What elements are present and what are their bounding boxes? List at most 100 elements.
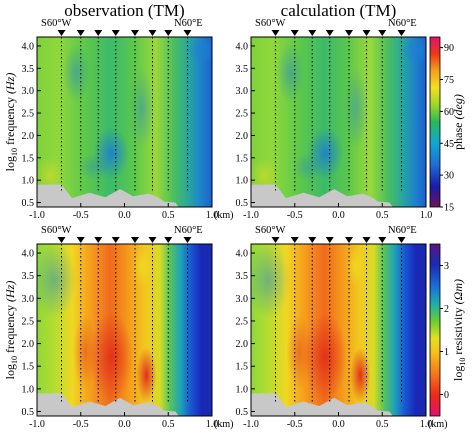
x-tick-label: 0.5 xyxy=(376,210,389,221)
colorbar-tick-label: 45 xyxy=(444,139,454,150)
y-tick-label: 2.5 xyxy=(22,109,35,120)
y-tick-label: 3.0 xyxy=(236,86,249,97)
x-tick-label: -1.0 xyxy=(243,419,259,430)
colorbar-tick-label: 30 xyxy=(444,171,454,182)
y-tick-label: 2.0 xyxy=(236,131,249,142)
station-marker xyxy=(397,30,406,36)
y-tick-label: 3.5 xyxy=(22,64,35,75)
panel-title: observation (TM) xyxy=(64,1,184,20)
station-marker xyxy=(183,30,192,36)
res-lobe xyxy=(136,347,157,404)
y-tick-label: 3.5 xyxy=(236,64,249,75)
station-marker xyxy=(164,30,173,36)
station-marker xyxy=(378,30,387,36)
station-marker xyxy=(111,30,120,36)
colorbar-tick-label: 90 xyxy=(444,43,454,54)
end-label-left: S60°W xyxy=(41,225,72,236)
panel-3: S60°W N60°E 0.5 1.0 1.5 2.0 2.5 3.0 3.5 4.0 -1.0 -0… xyxy=(3,225,233,430)
colorbar-strip xyxy=(429,243,441,417)
res-lobe xyxy=(89,312,134,403)
terrain xyxy=(251,393,393,416)
station-marker xyxy=(397,237,406,243)
station-marker xyxy=(271,237,280,243)
phase-lobe xyxy=(130,68,154,149)
res-lobe xyxy=(350,347,371,404)
station-marker xyxy=(378,237,387,243)
station-marker xyxy=(362,30,371,36)
station-marker xyxy=(111,237,120,243)
x-tick-label: -0.5 xyxy=(287,210,303,221)
y-tick-label: 1.0 xyxy=(236,384,249,395)
end-label-left: S60°W xyxy=(255,18,286,29)
terrain xyxy=(37,393,179,416)
y-tick-label: 2.0 xyxy=(236,339,249,350)
colorbar-label: log10 resistivity (Ωm) xyxy=(451,279,467,381)
end-label-right: N60°E xyxy=(388,225,417,236)
end-label-right: N60°E xyxy=(388,18,417,29)
end-label-left: S60°W xyxy=(41,18,72,29)
station-marker xyxy=(345,30,353,36)
x-tick-label: 1.0 xyxy=(206,419,219,430)
end-label-left: S60°W xyxy=(255,225,286,236)
end-label-right: N60°E xyxy=(174,18,203,29)
station-marker xyxy=(164,237,173,243)
phase-colorbar: 15 30 45 60 75 90 phase (deg) xyxy=(429,36,465,214)
y-tick-label: 0.5 xyxy=(236,407,249,418)
y-axis-label: log10 frequency (Hz) xyxy=(3,281,19,380)
station-marker xyxy=(345,237,353,243)
y-tick-label: 2.0 xyxy=(22,131,35,142)
res-lobe xyxy=(37,244,77,319)
phase-lobe xyxy=(276,42,305,103)
station-marker xyxy=(183,237,192,243)
y-tick-label: 4.0 xyxy=(236,41,249,52)
field-3 xyxy=(37,244,212,416)
res-lobe xyxy=(132,246,152,287)
y-tick-label: 0.5 xyxy=(22,407,35,418)
station-marker xyxy=(308,30,317,36)
colorbar-strip xyxy=(429,36,441,208)
y-tick-label: 1.5 xyxy=(236,153,249,164)
phase-lobe xyxy=(344,68,368,149)
x-unit: (km) xyxy=(214,210,233,221)
x-tick-label: 0.5 xyxy=(376,419,389,430)
x-tick-label: -0.5 xyxy=(287,419,303,430)
station-marker xyxy=(290,237,299,243)
field-1 xyxy=(37,37,212,207)
phase-lobe xyxy=(291,152,324,181)
res-lobe xyxy=(346,246,366,287)
y-tick-label: 4.0 xyxy=(22,249,35,260)
station-marker xyxy=(271,30,280,36)
x-tick-label: 0.5 xyxy=(162,210,175,221)
station-marker xyxy=(76,237,85,243)
x-tick-label: -1.0 xyxy=(29,210,45,221)
colorbar-label: phase (deg) xyxy=(451,94,465,150)
y-tick-label: 2.0 xyxy=(22,339,35,350)
station-marker xyxy=(57,237,66,243)
x-tick-label: 0.0 xyxy=(118,210,131,221)
panel-title: calculation (TM) xyxy=(281,1,397,20)
colorbar-tick-label: 15 xyxy=(444,203,454,214)
x-unit: (km) xyxy=(214,419,233,430)
x-tick-label: 1.0 xyxy=(206,210,219,221)
phase-lobe xyxy=(77,152,110,181)
x-tick-label: 1.0 xyxy=(420,210,433,221)
x-unit: (km) xyxy=(428,419,447,430)
field-2 xyxy=(251,37,426,207)
y-tick-label: 1.0 xyxy=(22,176,35,187)
x-tick-label: -1.0 xyxy=(243,210,259,221)
res-lobe xyxy=(303,312,348,403)
x-tick-label: 0.0 xyxy=(332,419,345,430)
y-tick-label: 4.0 xyxy=(236,249,249,260)
colorbar-tick-label: 3 xyxy=(444,261,449,272)
x-tick-label: 1.0 xyxy=(420,419,433,430)
phase-lobe xyxy=(401,37,426,65)
station-marker xyxy=(290,30,299,36)
y-tick-label: 2.5 xyxy=(22,316,35,327)
y-tick-label: 1.5 xyxy=(22,362,35,373)
y-tick-label: 2.5 xyxy=(236,109,249,120)
terrain xyxy=(251,184,393,207)
